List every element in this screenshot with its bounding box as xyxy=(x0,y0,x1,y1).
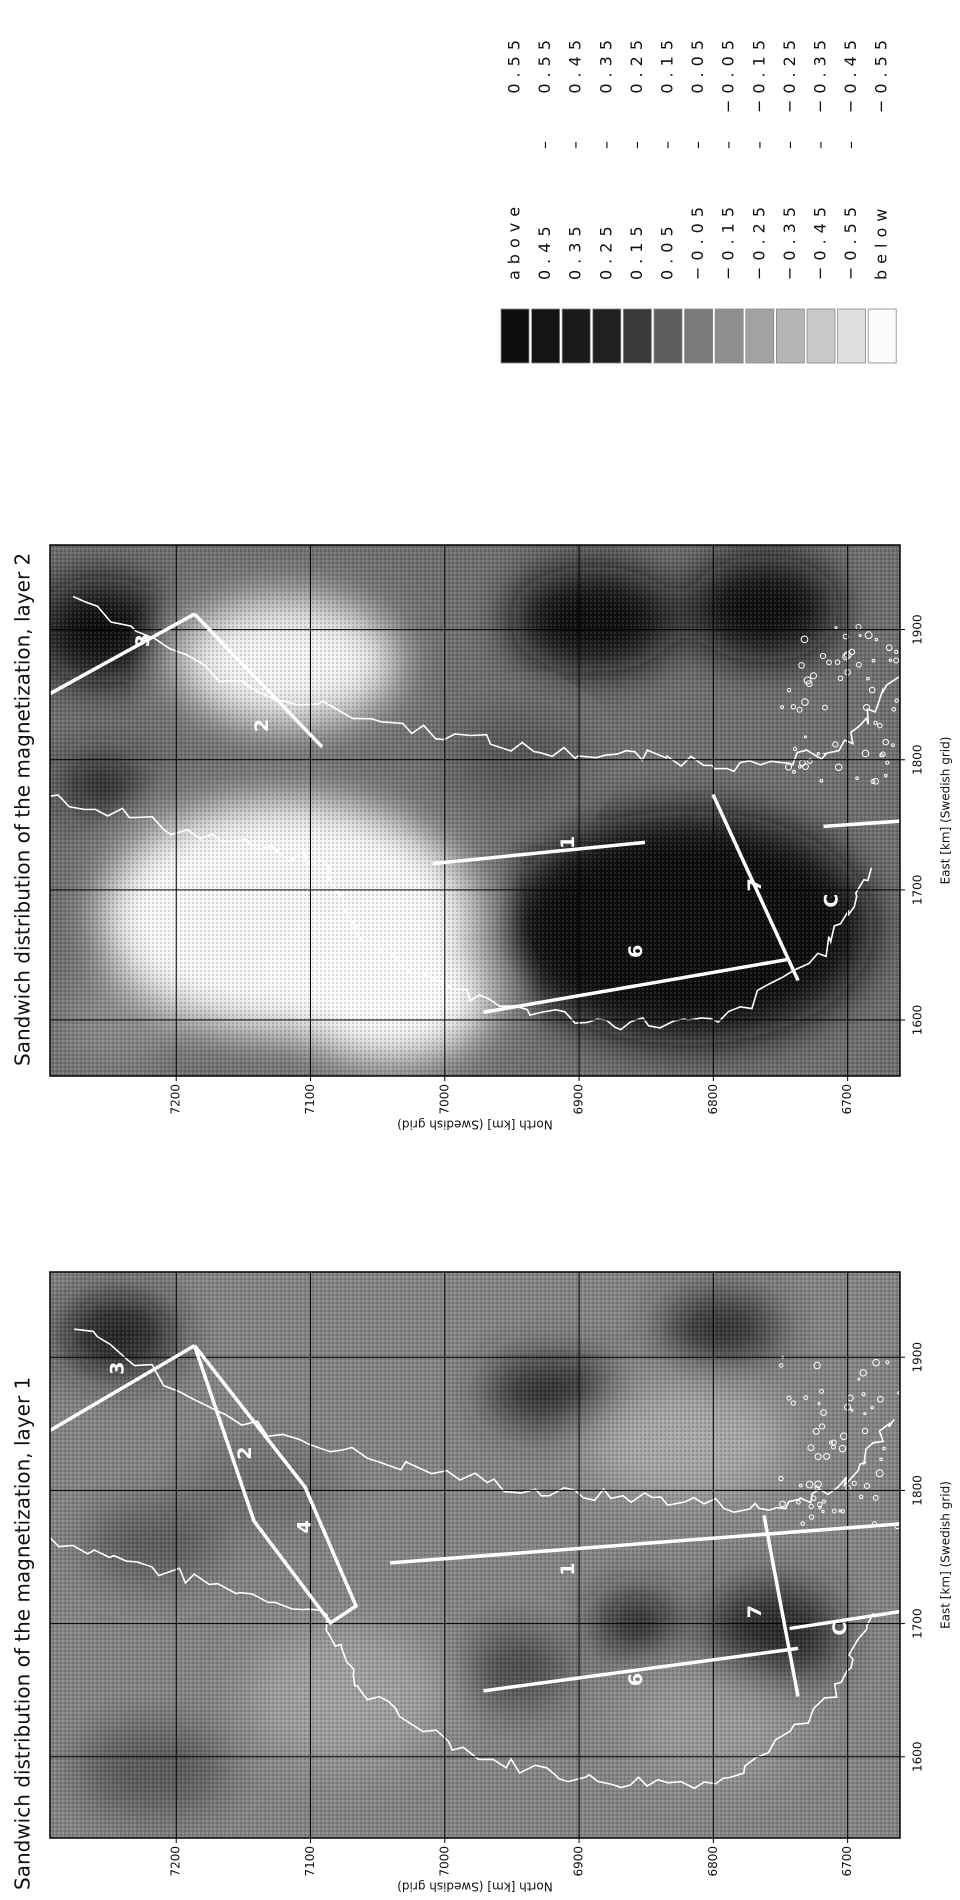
x-tick-label: 1900 xyxy=(911,614,925,645)
legend-swatch xyxy=(623,309,651,363)
profile-label: 6 xyxy=(625,1673,647,1686)
legend-high: −0.25 xyxy=(780,34,799,113)
legend-value: −0.55 xyxy=(872,34,891,113)
rotated-figure: 1600170018001900720071007000690068006700… xyxy=(11,34,953,1894)
legend-label: below xyxy=(872,203,891,280)
legend-swatch xyxy=(776,309,804,363)
x-axis-label: East [km] (Swedish grid) xyxy=(939,737,953,885)
legend-swatch xyxy=(715,309,743,363)
profile-label: 3 xyxy=(107,1362,129,1375)
y-axis-label: North [km] (Swedish grid) xyxy=(397,1118,553,1132)
profile-label: 7 xyxy=(744,1605,766,1618)
legend-high: −0.35 xyxy=(811,34,830,113)
x-tick-label: 1800 xyxy=(911,1475,925,1506)
legend-separator: – xyxy=(719,135,738,149)
legend-swatch xyxy=(654,309,682,363)
legend-low: −0.15 xyxy=(719,201,738,280)
legend-separator: – xyxy=(749,135,768,149)
legend-separator: – xyxy=(627,135,646,149)
legend-swatch xyxy=(838,309,866,363)
legend-high: −0.45 xyxy=(841,34,860,113)
legend-low: 0.35 xyxy=(566,220,585,280)
y-axis-label: North [km] (Swedish grid) xyxy=(397,1880,553,1894)
legend-value: 0.55 xyxy=(505,34,524,94)
figure: 1600170018001900720071007000690068006700… xyxy=(0,0,960,1900)
legend-separator: – xyxy=(841,135,860,149)
page: 1600170018001900720071007000690068006700… xyxy=(0,0,960,1900)
y-tick-label: 7000 xyxy=(437,1846,451,1877)
y-tick-label: 7000 xyxy=(437,1084,451,1115)
y-tick-label: 6800 xyxy=(706,1084,720,1115)
profile-label: 1 xyxy=(557,836,579,849)
legend-low: 0.45 xyxy=(535,220,554,280)
legend-label: above xyxy=(505,201,524,280)
y-tick-label: 6700 xyxy=(840,1846,854,1877)
legend-separator: – xyxy=(596,135,615,149)
y-tick-label: 7100 xyxy=(303,1846,317,1877)
legend-high: −0.15 xyxy=(749,34,768,113)
legend-separator: – xyxy=(688,135,707,149)
legend-low: 0.25 xyxy=(596,220,615,280)
legend-low: −0.45 xyxy=(811,201,830,280)
x-tick-label: 1600 xyxy=(911,1741,925,1772)
legend-low: −0.25 xyxy=(749,201,768,280)
legend-swatch xyxy=(501,309,529,363)
profile-label: 4 xyxy=(294,1520,316,1533)
legend-high: 0.55 xyxy=(535,34,554,94)
profile-label: C xyxy=(829,1622,851,1636)
legend-swatch xyxy=(807,309,835,363)
profile-label: 1 xyxy=(557,1563,579,1576)
profile-label: 2 xyxy=(234,1447,256,1460)
legend-low: 0.15 xyxy=(627,220,646,280)
legend-low: 0.05 xyxy=(658,220,677,280)
legend-low: −0.55 xyxy=(841,201,860,280)
x-axis-label: East [km] (Swedish grid) xyxy=(939,1481,953,1629)
legend-separator: – xyxy=(566,135,585,149)
legend-separator: – xyxy=(780,135,799,149)
profile-label: 3 xyxy=(132,634,154,647)
legend-high: 0.25 xyxy=(627,34,646,94)
legend-swatch xyxy=(685,309,713,363)
legend-separator: – xyxy=(658,135,677,149)
legend-high: 0.15 xyxy=(658,34,677,94)
map xyxy=(50,1272,900,1838)
legend-low: −0.35 xyxy=(780,201,799,280)
y-tick-label: 7200 xyxy=(169,1846,183,1877)
legend-swatch xyxy=(562,309,590,363)
legend-low: −0.05 xyxy=(688,201,707,280)
x-tick-label: 1900 xyxy=(911,1342,925,1373)
profile-label: 2 xyxy=(251,719,273,732)
legend-separator: – xyxy=(535,135,554,149)
y-tick-label: 6700 xyxy=(840,1084,854,1115)
legend-swatch xyxy=(868,309,896,363)
legend-high: 0.45 xyxy=(566,34,585,94)
x-tick-label: 1700 xyxy=(911,875,925,906)
profile-label: 7 xyxy=(744,878,766,891)
legend-separator: – xyxy=(811,135,830,149)
x-tick-label: 1700 xyxy=(911,1608,925,1639)
y-tick-label: 6900 xyxy=(572,1846,586,1877)
y-tick-label: 6800 xyxy=(706,1846,720,1877)
x-tick-label: 1600 xyxy=(911,1005,925,1036)
x-tick-label: 1800 xyxy=(911,744,925,775)
legend-high: 0.35 xyxy=(596,34,615,94)
legend-swatch xyxy=(746,309,774,363)
panel-title: Sandwich distribution of the magnetizati… xyxy=(11,553,35,1066)
y-tick-label: 7100 xyxy=(303,1084,317,1115)
y-tick-label: 6900 xyxy=(572,1084,586,1115)
y-tick-label: 7200 xyxy=(169,1084,183,1115)
legend-swatch xyxy=(593,309,621,363)
legend-swatch xyxy=(532,309,560,363)
legend-high: −0.05 xyxy=(719,34,738,113)
profile-label: 6 xyxy=(625,945,647,958)
legend-high: 0.05 xyxy=(688,34,707,94)
profile-label: C xyxy=(821,894,843,908)
panel-title: Sandwich distribution of the magnetizati… xyxy=(11,1377,35,1890)
map xyxy=(33,545,900,1076)
